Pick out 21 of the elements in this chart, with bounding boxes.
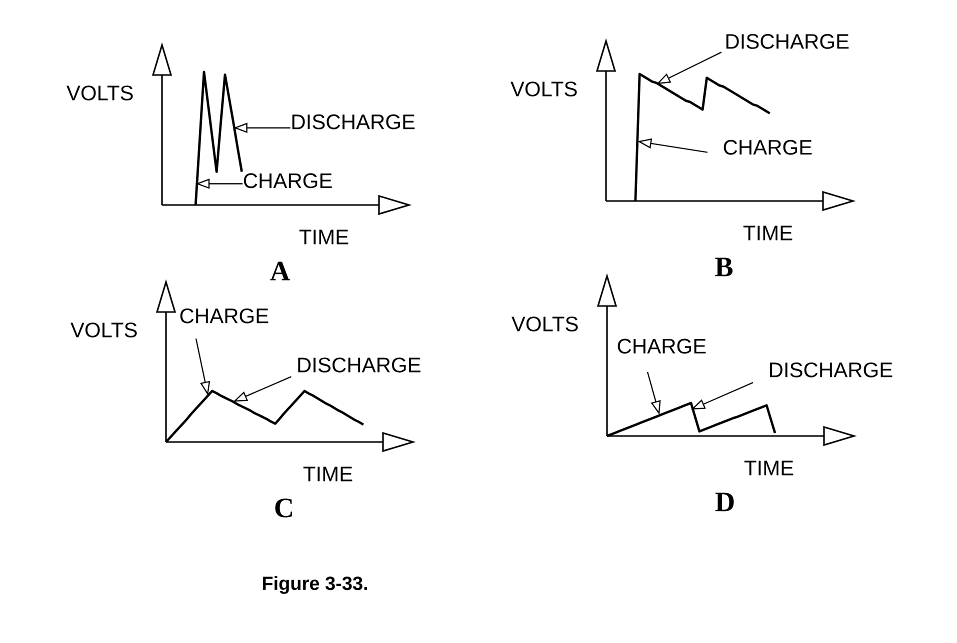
y-axis-title: VOLTS	[512, 316, 578, 332]
text: DISCHARGE	[726, 34, 849, 49]
x-axis-title: TIME	[299, 230, 348, 244]
x-axis-title: TIME	[743, 226, 792, 240]
y-axis-title: VOLTS	[510, 82, 577, 96]
text: CHARGE	[618, 338, 706, 354]
annotation: DISCHARGE	[292, 114, 415, 130]
text: CHARGE	[180, 308, 268, 324]
x-axis-title: TIME	[303, 466, 352, 482]
text: A	[270, 262, 290, 280]
y-axis-title: VOLTS	[66, 86, 133, 100]
text: B	[715, 258, 733, 276]
y-axis-title: VOLTS	[70, 322, 137, 338]
annotation: CHARGE	[244, 173, 332, 188]
text: DISCHARGE	[298, 358, 420, 372]
text: C	[275, 498, 292, 518]
annotation: CHARGE	[724, 140, 812, 155]
x-axis-title: TIME	[744, 460, 794, 476]
text: DISCHARGE	[770, 362, 892, 378]
text: D	[715, 492, 734, 512]
caption: Figure 3-33.	[262, 576, 367, 594]
